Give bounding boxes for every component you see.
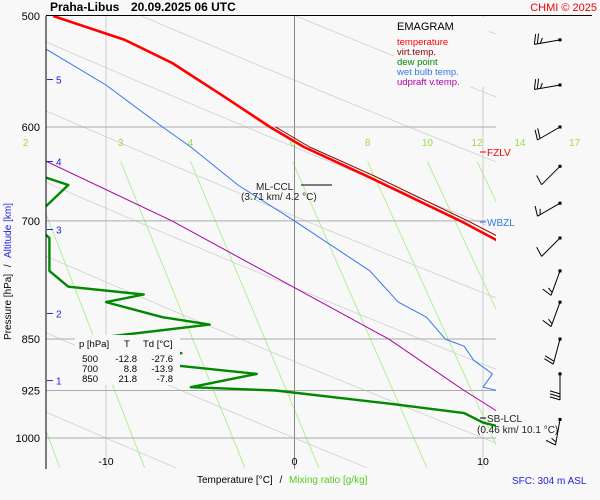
mixing-ratio-label: 6	[290, 138, 296, 149]
pressure-tick-label: 500	[22, 11, 40, 23]
mixing-ratio-label: 14	[514, 138, 526, 149]
wind-barb	[545, 417, 562, 446]
altitude-tick-label: 4	[56, 158, 62, 169]
wind-barb	[534, 125, 562, 141]
series-layer	[46, 16, 496, 428]
table-cell: 850	[82, 374, 98, 385]
legend-wet-bulb: wet bulb temp.	[396, 67, 459, 78]
table-cell: -27.6	[151, 354, 173, 365]
mixing-ratio-labels: 0.40.611.42346810121417202530	[23, 138, 581, 149]
table-header-p: p [hPa]	[79, 339, 109, 350]
wind-barb	[533, 33, 562, 45]
table-cell: -12.8	[115, 354, 137, 365]
wind-barb	[549, 372, 562, 401]
y-axis-title: Pressure [hPa] / Altitude [km]	[3, 203, 14, 340]
mixing-ratio-line	[367, 161, 496, 446]
pressure-tick-label: 600	[22, 122, 40, 134]
mixing-ratio-line	[46, 212, 146, 468]
mixing-ratio-line	[575, 162, 600, 468]
table-cell: 8.8	[124, 364, 137, 375]
pressure-tick-label: 1000	[16, 433, 40, 445]
table-cell: -7.8	[157, 374, 173, 385]
mixing-ratio-line	[120, 161, 246, 468]
datetime-title: 20.09.2025 06 UTC	[131, 0, 236, 14]
legend-updraft: udpraft v.temp.	[397, 77, 460, 88]
series-temperature	[52, 16, 496, 242]
altitude-tick-label: 1	[56, 377, 62, 388]
series-dew-point	[46, 176, 496, 428]
series-virt-temp	[275, 126, 496, 237]
dry-adiabat	[46, 411, 176, 469]
table-cell: 700	[82, 364, 98, 375]
ml-ccl-label: ML-CCL	[256, 182, 294, 193]
legend-dew-point: dew point	[397, 57, 438, 68]
x-tick-label: 0	[292, 456, 298, 468]
table-cell: 500	[82, 354, 98, 365]
table-header-t: T	[124, 339, 130, 350]
pressure-tick-label: 925	[22, 386, 40, 398]
station-title: Praha-Libus	[50, 0, 120, 14]
wind-barbs	[533, 33, 562, 446]
mixing-ratio-label: 3	[118, 138, 124, 149]
table-row: 500 -12.8 -27.6	[82, 354, 173, 365]
axes-labels: -30-20-100102030500600700850925100054321	[16, 11, 489, 468]
dry-adiabat	[46, 110, 496, 299]
altitude-tick-label: 2	[56, 309, 62, 320]
wind-barb	[536, 236, 562, 257]
dry-adiabat	[46, 255, 496, 444]
table-cell: -13.9	[151, 364, 173, 375]
dry-adiabat	[46, 332, 368, 469]
mixing-ratio-label: 8	[365, 138, 371, 149]
wind-barb	[544, 337, 562, 365]
wind-barb	[533, 78, 562, 91]
copyright: CHMI © 2025	[530, 2, 597, 14]
wind-barb	[536, 164, 562, 186]
sfc-label: SFC: 304 m ASL	[512, 476, 587, 487]
x-tick-label: -10	[98, 456, 113, 468]
wind-barb	[534, 201, 562, 217]
legend-virt-temp: virt.temp.	[397, 47, 436, 58]
wind-barb	[542, 269, 562, 296]
legend-box	[394, 17, 489, 87]
mixing-ratio-label: 4	[188, 138, 194, 149]
legend-temperature: temperature	[397, 37, 448, 48]
altitude-tick-label: 5	[56, 76, 62, 87]
altitude-tick-label: 3	[56, 225, 62, 236]
fzlv-label: FZLV	[487, 148, 511, 159]
dry-adiabat	[46, 181, 496, 370]
mixing-ratio-label: 10	[422, 138, 434, 149]
legend-title: EMAGRAM	[397, 21, 454, 33]
series-wet-bulb-temp	[46, 48, 496, 391]
table-cell: 21.8	[119, 374, 138, 385]
table-header-td: Td [°C]	[143, 339, 173, 350]
x-axis-title: Temperature [°C] / Mixing ratio [g/kg]	[197, 475, 368, 486]
series-udpraft-v-temp	[46, 160, 496, 412]
mixing-ratio-label: 2	[23, 138, 29, 149]
dry-adiabat	[46, 41, 496, 230]
pressure-tick-label: 700	[22, 216, 40, 228]
x-tick-label: 10	[477, 456, 489, 468]
sb-lcl-label: SB-LCL	[487, 414, 522, 425]
grid-layer	[46, 16, 600, 469]
wbzl-label: WBZL	[487, 218, 515, 229]
mixing-ratio-line	[292, 161, 428, 468]
mixing-ratio-line	[190, 161, 320, 468]
dry-adiabat	[141, 16, 496, 163]
table-row: 700 8.8 -13.9	[82, 364, 173, 375]
table-box	[75, 335, 180, 385]
mixing-ratio-label: 17	[569, 138, 581, 149]
mixing-ratio-label: 12	[472, 138, 484, 149]
ml-ccl-value: (3.71 km/ 4.2 °C)	[241, 192, 317, 203]
sb-lcl-value: (0.46 km/ 10.1 °C)	[477, 425, 558, 436]
table-row: 850 21.8 -7.8	[82, 374, 173, 385]
wind-barb	[542, 300, 562, 327]
pressure-tick-label: 850	[22, 334, 40, 346]
